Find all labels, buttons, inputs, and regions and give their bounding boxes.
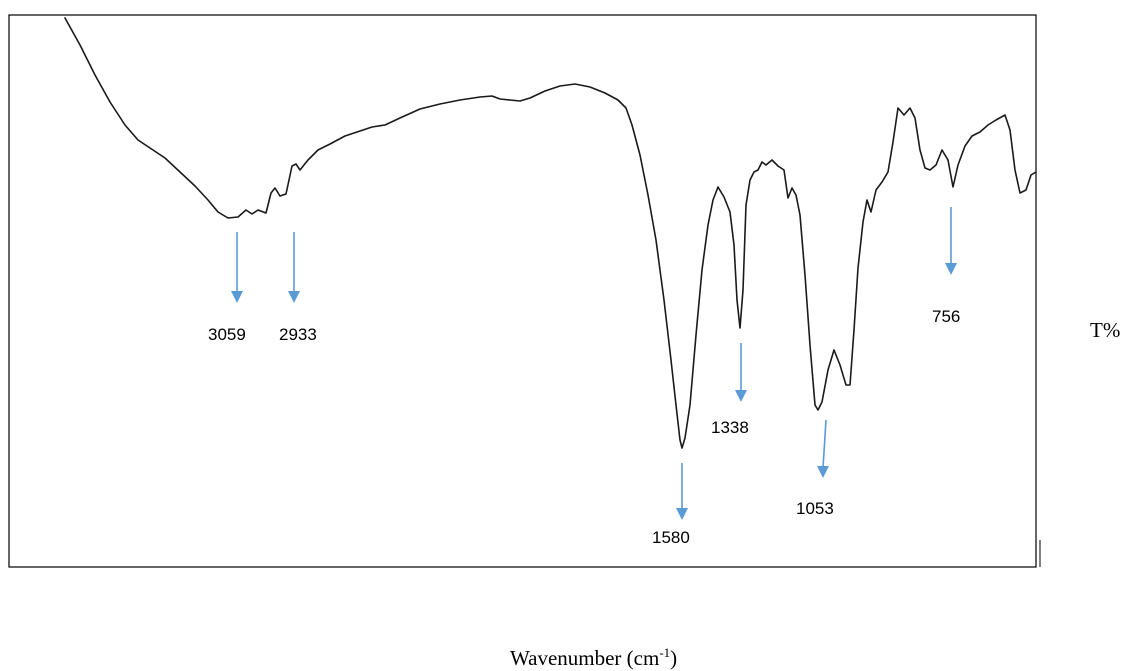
x-axis-label-close: ) — [670, 646, 677, 670]
x-axis-label-superscript: -1 — [659, 645, 670, 660]
peak-label-2933: 2933 — [279, 325, 317, 344]
peak-arrow-head-1580 — [676, 508, 688, 520]
x-axis-label: Wavenumber (cm-1) — [510, 645, 677, 670]
x-axis-label-main: Wavenumber (cm — [510, 646, 659, 670]
peak-arrow-head-1053 — [817, 466, 829, 478]
peak-arrow-head-2933 — [288, 291, 300, 303]
peak-label-1338: 1338 — [711, 418, 749, 437]
y-axis-label: T% — [1090, 318, 1120, 342]
plot-frame — [8, 14, 1037, 568]
peak-label-3059: 3059 — [208, 325, 246, 344]
peak-arrow-head-3059 — [231, 291, 243, 303]
spectrum-line — [64, 17, 1037, 449]
peak-label-756: 756 — [932, 307, 960, 326]
peak-label-1053: 1053 — [796, 499, 834, 518]
peak-arrow-head-1338 — [735, 390, 747, 402]
peak-arrow-head-756 — [945, 263, 957, 275]
peak-annotations: 3059 2933 1580 1338 1053 756 — [208, 207, 960, 547]
peak-label-1580: 1580 — [652, 528, 690, 547]
peak-arrow-line-1053 — [822, 419, 827, 469]
